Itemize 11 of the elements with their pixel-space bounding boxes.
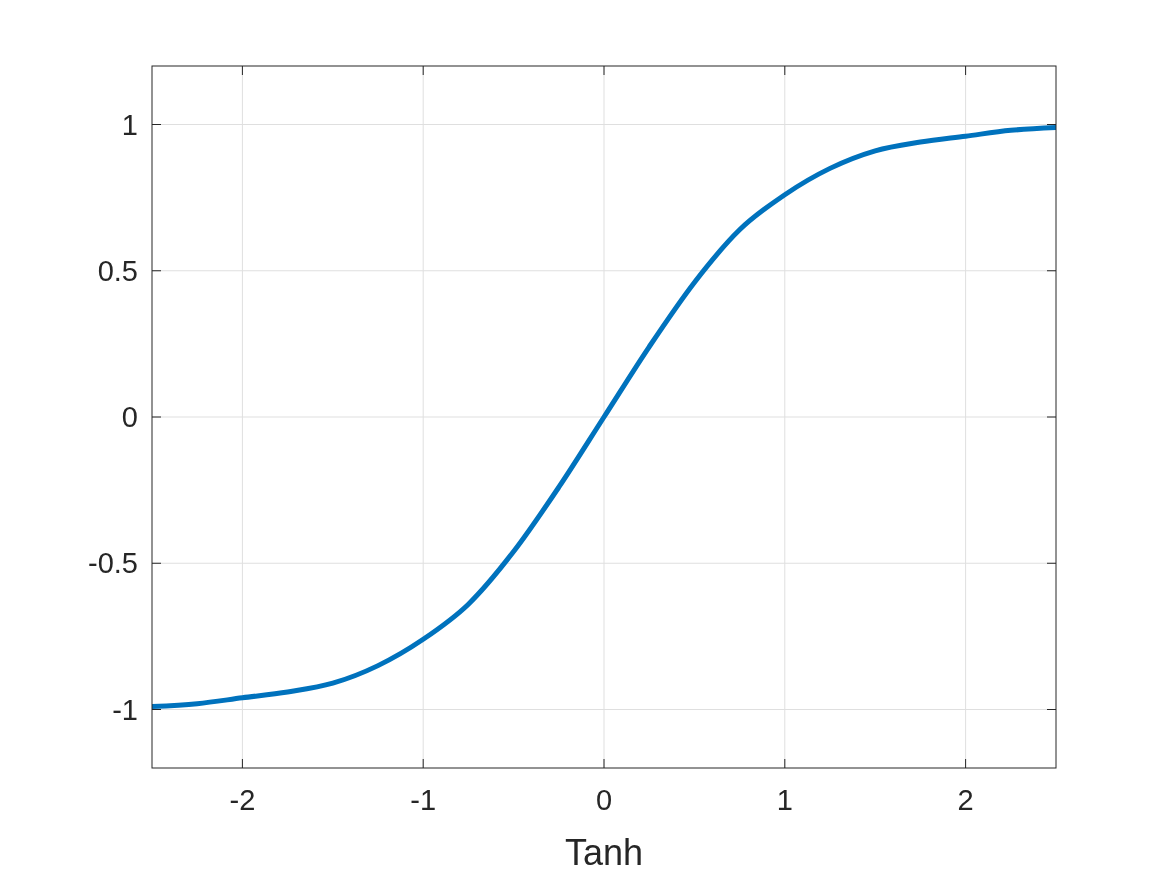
y-tick-label: -0.5 <box>88 547 138 580</box>
y-tick-label: 0.5 <box>97 254 138 287</box>
y-tick-label: -1 <box>112 693 138 726</box>
x-axis-title: Tanh <box>564 832 644 873</box>
x-tick-label: 1 <box>776 784 793 816</box>
x-tick-label: -2 <box>229 784 256 816</box>
x-tick-label: 0 <box>595 784 613 816</box>
x-tick-label: 2 <box>957 784 974 816</box>
x-tick-label: -1 <box>410 784 437 816</box>
y-tick-label: 1 <box>121 108 138 141</box>
y-tick-label: 0 <box>121 401 138 434</box>
